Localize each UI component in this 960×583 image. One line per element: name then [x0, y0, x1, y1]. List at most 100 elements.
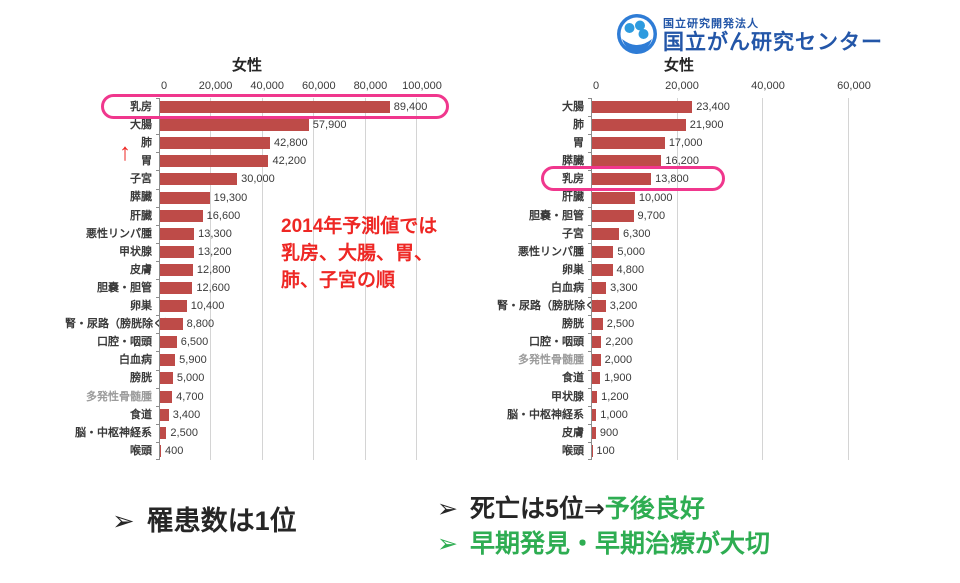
gridline — [261, 98, 263, 460]
bar-value-label: 19,300 — [213, 191, 248, 204]
category-label: 白血病 — [119, 354, 152, 367]
bar-value-label: 2,500 — [170, 426, 198, 439]
bar-row: 1,000 — [592, 406, 849, 424]
category-label: 脳・中枢神経系 — [507, 408, 584, 421]
y-axis-tickmark — [156, 369, 160, 371]
bar — [592, 390, 598, 403]
category-label: 食道 — [562, 372, 584, 385]
bar-row: 900 — [592, 424, 849, 442]
bar-value-label: 5,900 — [179, 354, 207, 367]
plot-area: 23,400 21,900 17,000 16,200 13,800 10,000 9,70… — [588, 98, 849, 460]
bar-row: 4,800 — [592, 261, 849, 279]
gridline — [676, 98, 678, 460]
y-axis-tickmark — [156, 116, 160, 118]
mortality-chart: 女性 0 20,000 40,000 60,000 大腸肺胃膵臓 乳房 肝臓 胆嚢・胆管 子宮… — [497, 54, 871, 460]
y-axis-tickmark — [156, 206, 160, 208]
bar — [160, 318, 183, 331]
bar-row: 10,000 — [592, 188, 849, 206]
x-axis-tick-label: 60,000 — [301, 80, 336, 92]
y-axis-tickmark — [588, 242, 592, 244]
x-axis-tick-label: 40,000 — [250, 80, 285, 92]
bar-row: 1,900 — [592, 369, 849, 387]
bar-row: 16,200 — [592, 152, 849, 170]
bar — [160, 119, 309, 132]
bar-row: 3,300 — [592, 279, 849, 297]
bar-row: 2,500 — [160, 424, 417, 442]
plot-area: 89,400 57,900 42,800 42,200 30,000 19,300 16,6… — [156, 98, 427, 460]
bar-value-label: 57,900 — [312, 119, 347, 132]
y-axis-tickmark — [156, 279, 160, 280]
bar — [592, 209, 634, 222]
bar — [160, 245, 194, 258]
category-label: 白血病 — [551, 281, 584, 294]
y-axis-tickmark — [156, 459, 160, 460]
bar-value-label: 1,200 — [601, 390, 629, 403]
bar — [592, 372, 601, 385]
arrow-bullet-icon: ➢ — [437, 530, 458, 558]
y-axis-tickmark — [588, 170, 592, 172]
bar-row: 21,900 — [592, 116, 849, 134]
category-label: 喉頭 — [130, 444, 152, 457]
bar — [160, 101, 390, 114]
y-axis-tickmark — [588, 387, 592, 389]
bullet-mortality-text: 死亡は5位⇒ — [469, 495, 605, 523]
bar — [592, 408, 597, 421]
bar-row: 19,300 — [160, 188, 417, 206]
bar-row: 6,500 — [160, 333, 417, 351]
org-logo: 国立研究開発法人 国立がん研究センター — [616, 13, 883, 55]
y-axis-tickmark — [156, 134, 160, 136]
bullet-early-detection: ➢ 早期発見・早期治療が大切 — [437, 524, 770, 560]
y-axis-tickmark — [156, 224, 160, 226]
category-label: 腎・尿路（膀胱除く） — [497, 300, 607, 313]
category-label: 腎・尿路（膀胱除く） — [65, 318, 175, 331]
x-axis-tick-label: 20,000 — [665, 80, 699, 92]
bar — [160, 209, 203, 222]
y-axis-tickmark — [588, 297, 592, 299]
x-axis-tick-label: 40,000 — [751, 80, 785, 92]
x-axis-tick-label: 80,000 — [353, 80, 388, 92]
bar-value-label: 3,300 — [610, 281, 638, 294]
incidence-chart: 女性 0 20,000 40,000 60,000 80,000 100,000 乳房 大腸… — [65, 54, 449, 460]
y-axis-tickmark — [588, 333, 592, 335]
category-label: 多発性骨髄腫 — [518, 354, 584, 367]
bar-value-label: 100 — [596, 444, 615, 457]
bar-value-label: 4,700 — [176, 390, 204, 403]
bar-value-label: 21,900 — [689, 119, 724, 132]
bar-value-label: 42,800 — [273, 137, 308, 150]
bar-value-label: 6,300 — [622, 227, 651, 240]
category-label: 乳房 — [562, 173, 584, 186]
category-label: 口腔・咽頭 — [529, 336, 584, 349]
bar-value-label: 8,800 — [186, 318, 215, 331]
y-axis-tickmark — [156, 387, 160, 389]
category-label: 皮膚 — [562, 426, 584, 439]
bar-value-label: 30,000 — [241, 173, 275, 186]
category-label: 子宮 — [130, 173, 152, 186]
bar — [592, 426, 596, 439]
bar-value-label: 13,300 — [198, 227, 232, 240]
bar-value-label: 4,800 — [616, 263, 645, 276]
bar-value-label: 17,000 — [668, 137, 703, 150]
bar — [160, 173, 238, 186]
y-axis-tickmark — [588, 279, 592, 280]
bar-value-label: 5,000 — [617, 245, 645, 258]
y-axis-tickmark — [588, 423, 592, 425]
bar-row: 8,800 — [160, 315, 417, 333]
y-axis-tickmark — [156, 242, 160, 244]
category-label: 胆嚢・胆管 — [97, 281, 152, 294]
category-label: 卵巣 — [562, 263, 584, 276]
category-label: 甲状腺 — [119, 245, 152, 258]
bar — [592, 119, 686, 132]
bar — [592, 191, 635, 204]
prediction-note-line: 肺、子宮の順 — [281, 270, 396, 291]
bar-row: 5,000 — [160, 369, 417, 387]
arrow-bullet-icon: ➢ — [112, 506, 135, 536]
bar — [592, 354, 601, 367]
x-axis-tick-label: 0 — [592, 80, 600, 92]
category-label: 胃 — [141, 155, 152, 168]
arrow-bullet-icon: ➢ — [437, 495, 458, 523]
category-label: 大腸 — [562, 101, 584, 113]
y-axis-tickmark — [156, 405, 160, 407]
bar-row: 23,400 — [592, 98, 849, 116]
bar-value-label: 89,400 — [393, 101, 428, 114]
bar — [160, 444, 162, 457]
